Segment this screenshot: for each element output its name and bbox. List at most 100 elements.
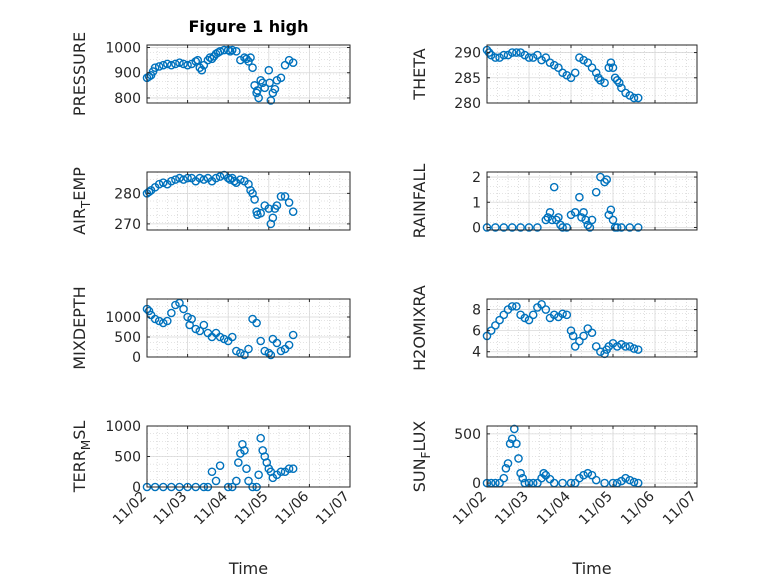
data-point (227, 332, 237, 342)
data-point (633, 93, 643, 103)
data-point (158, 60, 168, 70)
data-point (610, 73, 620, 83)
data-point (516, 48, 525, 57)
data-point (162, 59, 172, 69)
chart-panel-3: 270 280 AIRTEMP (70, 167, 351, 235)
data-point (600, 78, 609, 88)
data-point (215, 47, 225, 56)
y-tick-label: 2 (472, 170, 481, 186)
data-point (552, 215, 561, 225)
data-point (491, 53, 500, 62)
y-tick-label: 1000 (105, 41, 141, 57)
data-point (246, 53, 255, 62)
data-point (240, 446, 249, 455)
data-point (608, 215, 618, 225)
data-point (171, 175, 180, 184)
axes-box (486, 425, 698, 488)
axes-box (146, 44, 351, 104)
data-point (499, 50, 509, 60)
data-point (244, 344, 253, 354)
x-axis-label: Time (571, 559, 611, 578)
data-point (570, 68, 580, 78)
data-point (509, 424, 519, 434)
data-point (528, 53, 538, 62)
data-point (499, 310, 509, 320)
data-point (199, 175, 209, 184)
data-point (617, 83, 626, 93)
data-point (503, 50, 513, 60)
axes-box (486, 44, 698, 104)
data-point (268, 213, 278, 223)
data-point (191, 324, 201, 334)
data-point (158, 318, 168, 328)
data-point (541, 305, 551, 314)
data-point (579, 208, 588, 217)
y-tick-label: 4 (472, 345, 481, 361)
data-point (270, 84, 280, 94)
y-axis-label: PRESSURE (70, 32, 89, 116)
data-point (215, 172, 225, 181)
data-point (284, 198, 294, 207)
data-point (284, 340, 294, 350)
data-point (625, 91, 635, 100)
data-point (558, 68, 567, 78)
y-tick-label: 0 (472, 220, 481, 236)
data-point (541, 215, 551, 225)
data-point (604, 210, 614, 220)
data-point (227, 45, 237, 55)
data-point (491, 321, 500, 330)
data-point (219, 45, 229, 55)
data-point (199, 60, 209, 70)
data-point (558, 309, 567, 319)
data-point (577, 213, 586, 222)
data-point (587, 63, 597, 72)
chart-panel-2: 280 285 290 THETA (410, 44, 698, 112)
data-point (539, 468, 549, 478)
data-point (195, 326, 205, 336)
data-point (587, 470, 597, 480)
data-point (175, 173, 184, 183)
data-point (167, 60, 176, 70)
data-point (579, 331, 588, 341)
data-point (568, 331, 578, 341)
data-point (486, 50, 496, 60)
y-tick-label: 280 (454, 96, 481, 112)
data-point (252, 318, 261, 328)
data-point (288, 330, 298, 340)
data-point (211, 476, 221, 486)
data-point (276, 73, 286, 83)
data-point (591, 187, 601, 197)
data-point (501, 464, 511, 473)
data-point (606, 205, 616, 215)
data-point (617, 340, 626, 349)
data-point (280, 192, 290, 201)
data-point (219, 334, 229, 344)
data-point (162, 316, 172, 326)
data-point (232, 47, 241, 56)
axes-box (486, 298, 698, 358)
chart-panel-4: 0 1 2 RAINFALL (410, 164, 698, 238)
data-point (570, 342, 580, 351)
data-point (244, 476, 253, 486)
data-point (587, 328, 597, 338)
data-point (229, 176, 239, 186)
data-point (175, 58, 184, 67)
y-tick-label: 270 (114, 217, 141, 233)
data-point (266, 96, 276, 105)
data-point (575, 192, 584, 202)
data-point (207, 467, 217, 477)
data-point (150, 63, 160, 72)
data-point (615, 78, 624, 88)
data-point (288, 464, 298, 474)
data-point (621, 342, 630, 351)
data-point (276, 467, 286, 477)
data-point (167, 176, 176, 186)
data-point (193, 55, 203, 65)
chart-title: Figure 1 high (189, 17, 309, 36)
y-tick-label: 6 (472, 324, 481, 340)
data-point (625, 475, 635, 485)
axes-box (146, 171, 351, 231)
data-point (276, 346, 286, 356)
data-point (495, 315, 504, 325)
